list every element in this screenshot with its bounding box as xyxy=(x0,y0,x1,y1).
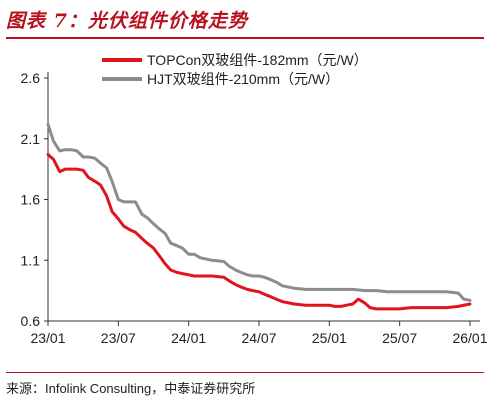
source-rule xyxy=(6,372,484,373)
title-rule xyxy=(6,37,484,39)
series-line-hjt xyxy=(46,122,472,302)
y-tick-label: 1.1 xyxy=(21,252,41,268)
y-tick-label: 2.1 xyxy=(21,131,41,147)
figure-title: 图表 7：光伏组件价格走势 xyxy=(6,10,248,32)
legend-label-topcon: TOPCon双玻组件-182mm（元/W） xyxy=(147,52,368,68)
y-tick-label: 2.6 xyxy=(21,70,41,86)
x-tick-label: 23/07 xyxy=(101,330,136,346)
x-tick-label: 24/07 xyxy=(241,330,276,346)
price-trend-chart: TOPCon双玻组件-182mm（元/W） HJT双玻组件-210mm（元/W）… xyxy=(21,52,488,346)
legend: TOPCon双玻组件-182mm（元/W） HJT双玻组件-210mm（元/W） xyxy=(102,52,368,87)
source-note: 来源：Infolink Consulting，中泰证券研究所 xyxy=(6,381,256,396)
y-tick-label: 0.6 xyxy=(21,313,41,329)
x-tick-label: 24/01 xyxy=(171,330,206,346)
x-tick-label: 23/01 xyxy=(30,330,65,346)
legend-label-hjt: HJT双玻组件-210mm（元/W） xyxy=(147,71,339,87)
plot-area: 0.6 1.1 1.6 2.1 2.6 23/01 23/07 24/01 24/07 25/01… xyxy=(21,70,488,346)
x-tick-label: 26/01 xyxy=(452,330,487,346)
y-tick-label: 1.6 xyxy=(21,192,41,208)
x-tick-label: 25/01 xyxy=(312,330,347,346)
x-tick-label: 25/07 xyxy=(382,330,417,346)
series-line-topcon xyxy=(46,153,472,311)
